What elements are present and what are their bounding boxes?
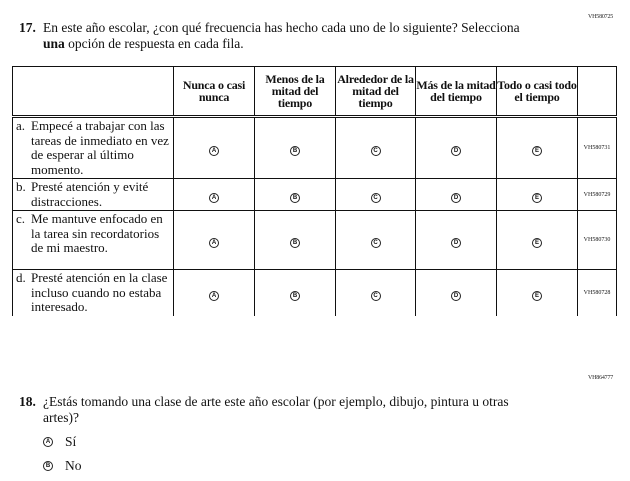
option-cell: C [335, 269, 416, 316]
answer-bubble[interactable]: B [43, 461, 53, 471]
item-code: VH580731 [577, 116, 617, 179]
option-cell: C [335, 116, 416, 179]
option-cell: A [173, 210, 255, 270]
item-cell: b. Presté atención y evité distracciones. [12, 178, 174, 211]
item-code: VH580729 [577, 178, 617, 211]
prompt-text: opción de respuesta en cada fila. [64, 36, 244, 51]
answer-bubble[interactable]: E [532, 192, 542, 203]
answer-bubble[interactable]: C [370, 238, 381, 248]
option-no[interactable]: B No [43, 458, 82, 474]
item-cell: d. Presté atención en la clase incluso cu… [12, 269, 174, 316]
option-cell: A [173, 269, 255, 316]
prompt-text: En este año escolar, ¿con qué frecuencia… [43, 20, 520, 35]
item-label: c. [16, 211, 26, 226]
question-number: 17. [19, 20, 36, 35]
prompt-emphasis: una [43, 36, 65, 51]
column-header: Menos de la mitad del tiempo [254, 66, 336, 118]
question-18-prompt: 18. ¿Estás tomando una clase de arte est… [19, 394, 539, 426]
option-cell: E [496, 210, 578, 270]
option-cell: D [415, 210, 497, 270]
option-cell: E [496, 116, 578, 179]
item-label: b. [16, 179, 26, 194]
option-label: No [65, 458, 82, 473]
item-code: VH580730 [577, 210, 617, 270]
answer-bubble[interactable]: D [451, 238, 461, 248]
item-label: a. [16, 118, 26, 133]
option-cell: B [254, 269, 336, 316]
answer-bubble[interactable]: B [290, 146, 300, 156]
question-number: 18. [19, 394, 36, 409]
option-cell: B [254, 178, 336, 211]
option-cell: C [335, 210, 416, 270]
item-row: c. Me mantuve enfocado en la tarea sin re… [12, 210, 617, 270]
item-text: Presté atención en la clase incluso cuan… [31, 270, 168, 314]
question-code: VH864777 [588, 375, 614, 381]
item-cell: c. Me mantuve enfocado en la tarea sin re… [12, 210, 174, 270]
answer-bubble[interactable]: C [370, 290, 381, 301]
option-yes[interactable]: A Sí [43, 434, 76, 450]
item-cell: a. Empecé a trabajar con las tareas de in… [12, 116, 174, 179]
blank-header [577, 66, 617, 118]
item-text: Presté atención y evité distracciones. [31, 179, 149, 209]
option-cell: E [496, 269, 578, 316]
question-17-prompt: 17. En este año escolar, ¿con qué frecuen… [19, 20, 579, 52]
answer-bubble[interactable]: D [451, 146, 461, 156]
option-cell: D [415, 116, 497, 179]
option-cell: C [335, 178, 416, 211]
column-header: Alrededor de la mitad del tiempo [335, 66, 416, 118]
item-row: d. Presté atención en la clase incluso cu… [12, 269, 617, 316]
column-header: Todo o casi todo el tiempo [496, 66, 578, 118]
answer-bubble[interactable]: C [370, 192, 381, 203]
option-cell: D [415, 269, 497, 316]
item-label: d. [16, 270, 26, 285]
answer-bubble[interactable]: E [532, 146, 542, 156]
item-text: Empecé a trabajar con las tareas de inme… [31, 118, 169, 177]
item-row: b. Presté atención y evité distracciones.… [12, 178, 617, 211]
frequency-grid: Nunca o casi nunca Menos de la mitad del… [12, 66, 617, 316]
answer-bubble[interactable]: E [532, 290, 542, 301]
answer-bubble[interactable]: C [370, 146, 381, 156]
prompt-text: ¿Estás tomando una clase de arte este añ… [43, 394, 509, 425]
answer-bubble[interactable]: A [209, 238, 219, 248]
header-row: Nunca o casi nunca Menos de la mitad del… [12, 66, 617, 118]
option-cell: A [173, 178, 255, 211]
column-header: Nunca o casi nunca [173, 66, 255, 118]
answer-bubble[interactable]: D [451, 290, 461, 301]
column-header: Más de la mitad del tiempo [415, 66, 497, 118]
item-text: Me mantuve enfocado en la tarea sin reco… [31, 211, 163, 255]
option-cell: B [254, 116, 336, 179]
option-label: Sí [65, 434, 77, 449]
answer-bubble[interactable]: A [43, 437, 53, 447]
answer-bubble[interactable]: B [290, 290, 300, 301]
option-cell: A [173, 116, 255, 179]
answer-bubble[interactable]: A [209, 290, 219, 301]
answer-bubble[interactable]: A [209, 146, 219, 156]
answer-bubble[interactable]: B [290, 238, 300, 248]
item-row: a. Empecé a trabajar con las tareas de in… [12, 116, 617, 179]
answer-bubble[interactable]: A [209, 192, 219, 203]
option-cell: E [496, 178, 578, 211]
answer-bubble[interactable]: B [290, 192, 300, 203]
option-cell: B [254, 210, 336, 270]
answer-bubble[interactable]: D [451, 192, 461, 203]
question-code: VH580725 [588, 14, 614, 20]
item-code: VH580728 [577, 269, 617, 316]
blank-header [12, 66, 174, 118]
option-cell: D [415, 178, 497, 211]
answer-bubble[interactable]: E [532, 238, 542, 248]
